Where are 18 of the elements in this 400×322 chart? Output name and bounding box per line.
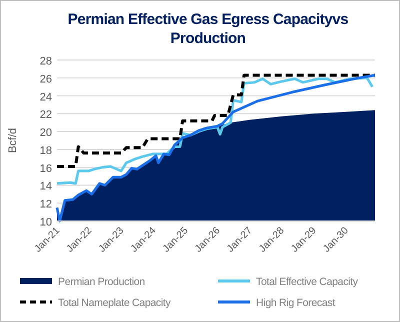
- legend-label: Total Nameplate Capacity: [58, 297, 172, 309]
- legend-label: Permian Production: [58, 276, 146, 288]
- y-tick-label: 12: [40, 198, 52, 211]
- y-tick-label: 14: [40, 180, 52, 193]
- y-tick-label: 26: [40, 73, 52, 86]
- y-tick-label: 20: [40, 127, 52, 140]
- y-tick-label: 16: [40, 162, 52, 175]
- chart-title: Permian Effective Gas Egress Capacityvs Production: [68, 11, 348, 47]
- line-series: [56, 74, 376, 168]
- y-tick-label: 22: [40, 109, 52, 122]
- y-tick-label: 28: [40, 56, 52, 68]
- y-tick-label: 10: [40, 216, 52, 228]
- legend-label: Total Effective Capacity: [256, 276, 359, 288]
- y-tick-label: 18: [40, 144, 52, 157]
- y-tick-label: 24: [40, 91, 52, 104]
- line-series: [56, 74, 376, 222]
- y-axis-title: Bcf/d: [7, 128, 19, 154]
- legend-label: High Rig Forecast: [256, 297, 336, 309]
